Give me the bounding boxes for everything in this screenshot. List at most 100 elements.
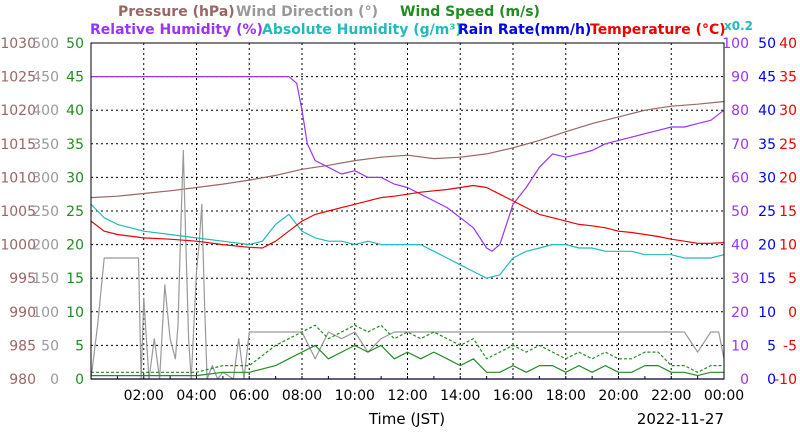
y-tick-temperature: -5 [783,338,797,354]
y-tick-rain_rate: 35 [758,137,776,153]
y-tick-wind_direction: 500 [32,36,59,52]
y-tick-pressure: 1005 [0,204,36,220]
y-tick-pressure: 1010 [0,170,36,186]
right-axes: 0102030405060708090100051015202530354045… [722,36,797,388]
x-tick-label: 22:00 [651,388,691,404]
y-tick-temperature: 25 [779,137,797,153]
y-tick-relative_humidity: 60 [731,170,749,186]
y-tick-pressure: 1020 [0,103,36,119]
y-tick-wind_direction: 50 [41,338,59,354]
y-tick-wind_speed: 15 [66,271,84,287]
y-tick-relative_humidity: 20 [731,305,749,321]
x-tick-label: 08:00 [282,388,322,404]
y-tick-pressure: 985 [9,338,36,354]
y-tick-relative_humidity: 100 [722,36,749,52]
y-tick-pressure: 990 [9,305,36,321]
y-tick-temperature: 35 [779,70,797,86]
y-tick-wind_speed: 20 [66,238,84,254]
x-axis: 02:00 04:00 06:00 08:00 10:00 12:00 14:00 16:00… [124,388,745,404]
y-tick-pressure: 995 [9,271,36,287]
y-tick-relative_humidity: 90 [731,70,749,86]
y-tick-relative_humidity: 70 [731,137,749,153]
y-tick-pressure: 1025 [0,70,36,86]
series-temperature-c [90,184,725,249]
y-tick-temperature: 40 [779,36,797,52]
y-tick-wind_direction: 450 [32,70,59,86]
legend-scale-note: x0.2 [724,19,753,33]
y-tick-temperature: -10 [774,372,797,388]
series-pressure-hpa [90,100,725,199]
grid [91,43,724,379]
y-tick-rain_rate: 5 [767,338,776,354]
series-wind-direction [90,149,725,380]
y-tick-relative_humidity: 0 [740,372,749,388]
y-tick-wind_direction: 300 [32,170,59,186]
y-tick-wind_direction: 200 [32,238,59,254]
x-tick-label: 06:00 [229,388,269,404]
y-tick-wind_speed: 45 [66,70,84,86]
y-tick-relative_humidity: 40 [731,238,749,254]
y-tick-temperature: 30 [779,103,797,119]
y-tick-wind_speed: 0 [75,372,84,388]
legend-temperature: Temperature (°C) [590,22,726,38]
y-tick-rain_rate: 30 [758,170,776,186]
x-tick-label: 16:00 [493,388,533,404]
y-tick-wind_speed: 5 [75,338,84,354]
y-tick-relative_humidity: 80 [731,103,749,119]
legend-relative-humidity: Relative Humidity (%) [90,22,263,38]
y-tick-relative_humidity: 30 [731,271,749,287]
y-tick-pressure: 980 [9,372,36,388]
y-tick-temperature: 5 [788,271,797,287]
legend-pressure: Pressure (hPa) [118,4,235,20]
y-tick-rain_rate: 10 [758,305,776,321]
series-wind-speed-gust [91,324,724,373]
y-tick-temperature: 10 [779,238,797,254]
y-tick-rain_rate: 20 [758,238,776,254]
y-tick-rain_rate: 40 [758,103,776,119]
y-tick-wind_direction: 350 [32,137,59,153]
y-tick-pressure: 1015 [0,137,36,153]
y-tick-temperature: 0 [788,305,797,321]
y-tick-relative_humidity: 50 [731,204,749,220]
y-tick-wind_speed: 50 [66,36,84,52]
y-tick-temperature: 20 [779,170,797,186]
x-tick-label: 02:00 [124,388,164,404]
y-tick-rain_rate: 0 [767,372,776,388]
x-tick-label: 18:00 [546,388,586,404]
plot-frame [90,42,725,380]
legend-wind-speed: Wind Speed (m/s) [400,4,540,20]
y-tick-wind_direction: 250 [32,204,59,220]
left-axes: 9809859909951000100510101015102010251030… [0,36,84,388]
y-tick-rain_rate: 50 [758,36,776,52]
x-tick-label: 20:00 [598,388,638,404]
series-absolute-humidity-g-m [90,203,725,279]
y-tick-wind_speed: 30 [66,170,84,186]
legend-row-1: Pressure (hPa) Wind Direction (°) Wind S… [118,4,540,20]
y-tick-wind_direction: 400 [32,103,59,119]
y-tick-wind_direction: 100 [32,305,59,321]
x-axis-label: Time (JST) [368,410,445,428]
y-tick-wind_speed: 25 [66,204,84,220]
y-tick-relative_humidity: 10 [731,338,749,354]
legend-absolute-humidity: Absolute Humidity (g/m³) [262,22,462,38]
y-tick-wind_speed: 10 [66,305,84,321]
series-wind-speed-m-s [91,344,724,377]
y-tick-pressure: 1030 [0,36,36,52]
x-tick-label: 12:00 [387,388,427,404]
y-tick-pressure: 1000 [0,238,36,254]
legend-row-2: Relative Humidity (%) Absolute Humidity … [90,19,753,38]
series-relative-humidity [91,75,725,252]
y-tick-wind_speed: 40 [66,103,84,119]
y-tick-wind_direction: 0 [50,372,59,388]
y-tick-wind_direction: 150 [32,271,59,287]
x-tick-label: 04:00 [176,388,216,404]
y-tick-temperature: 15 [779,204,797,220]
y-tick-rain_rate: 15 [758,271,776,287]
series-layer [90,75,725,380]
y-tick-rain_rate: 25 [758,204,776,220]
legend-wind-direction: Wind Direction (°) [236,4,378,20]
chart-date: 2022-11-27 [637,410,724,428]
legend-rain-rate: Rain Rate(mm/h) [458,22,591,38]
x-tick-label: 10:00 [335,388,375,404]
